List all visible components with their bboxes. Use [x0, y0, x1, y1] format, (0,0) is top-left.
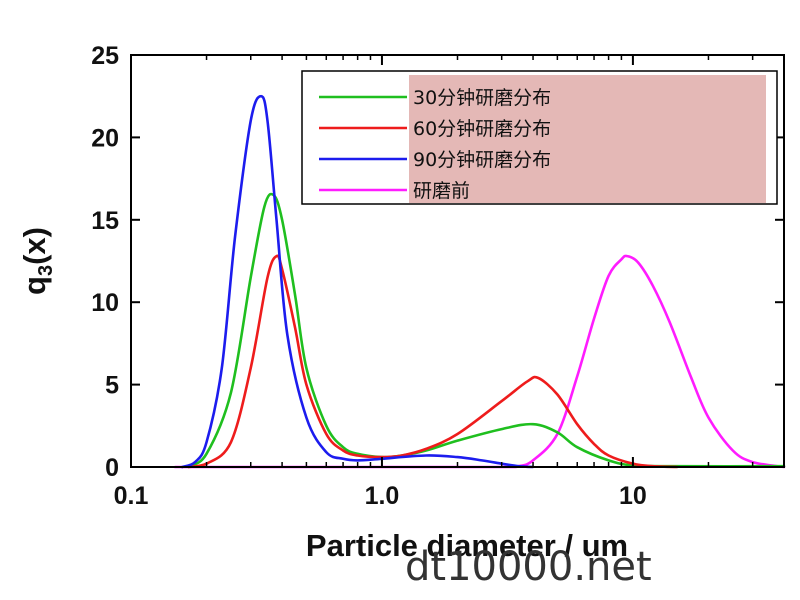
y-tick-label: 15	[91, 207, 119, 235]
x-tick-label: 1.0	[365, 482, 400, 510]
x-axis-title: Particle diameter / um	[306, 528, 628, 563]
y-tick-label: 0	[105, 454, 119, 482]
y-tick-label: 10	[91, 289, 119, 317]
legend-highlight	[409, 75, 766, 203]
y-tick-label: 20	[91, 124, 119, 152]
y-tick-label: 25	[91, 42, 119, 70]
y-axis-title: q3(x)	[17, 227, 57, 295]
watermark: dt10000.net	[405, 544, 652, 590]
axis-ticks-group: 0 5 10 15 20 25 0.1 1.0 10	[91, 42, 785, 510]
legend-label-1: 30分钟研磨分布	[413, 87, 551, 109]
series-line-3	[180, 94, 535, 469]
x-tick-label: 10	[619, 482, 647, 510]
x-tick-label: 0.1	[114, 482, 149, 510]
legend-label-2: 60分钟研磨分布	[413, 118, 551, 140]
y-tick-label: 5	[105, 372, 119, 400]
legend-label-3: 90分钟研磨分布	[413, 149, 551, 171]
legend-label-4: 研磨前	[413, 180, 470, 202]
